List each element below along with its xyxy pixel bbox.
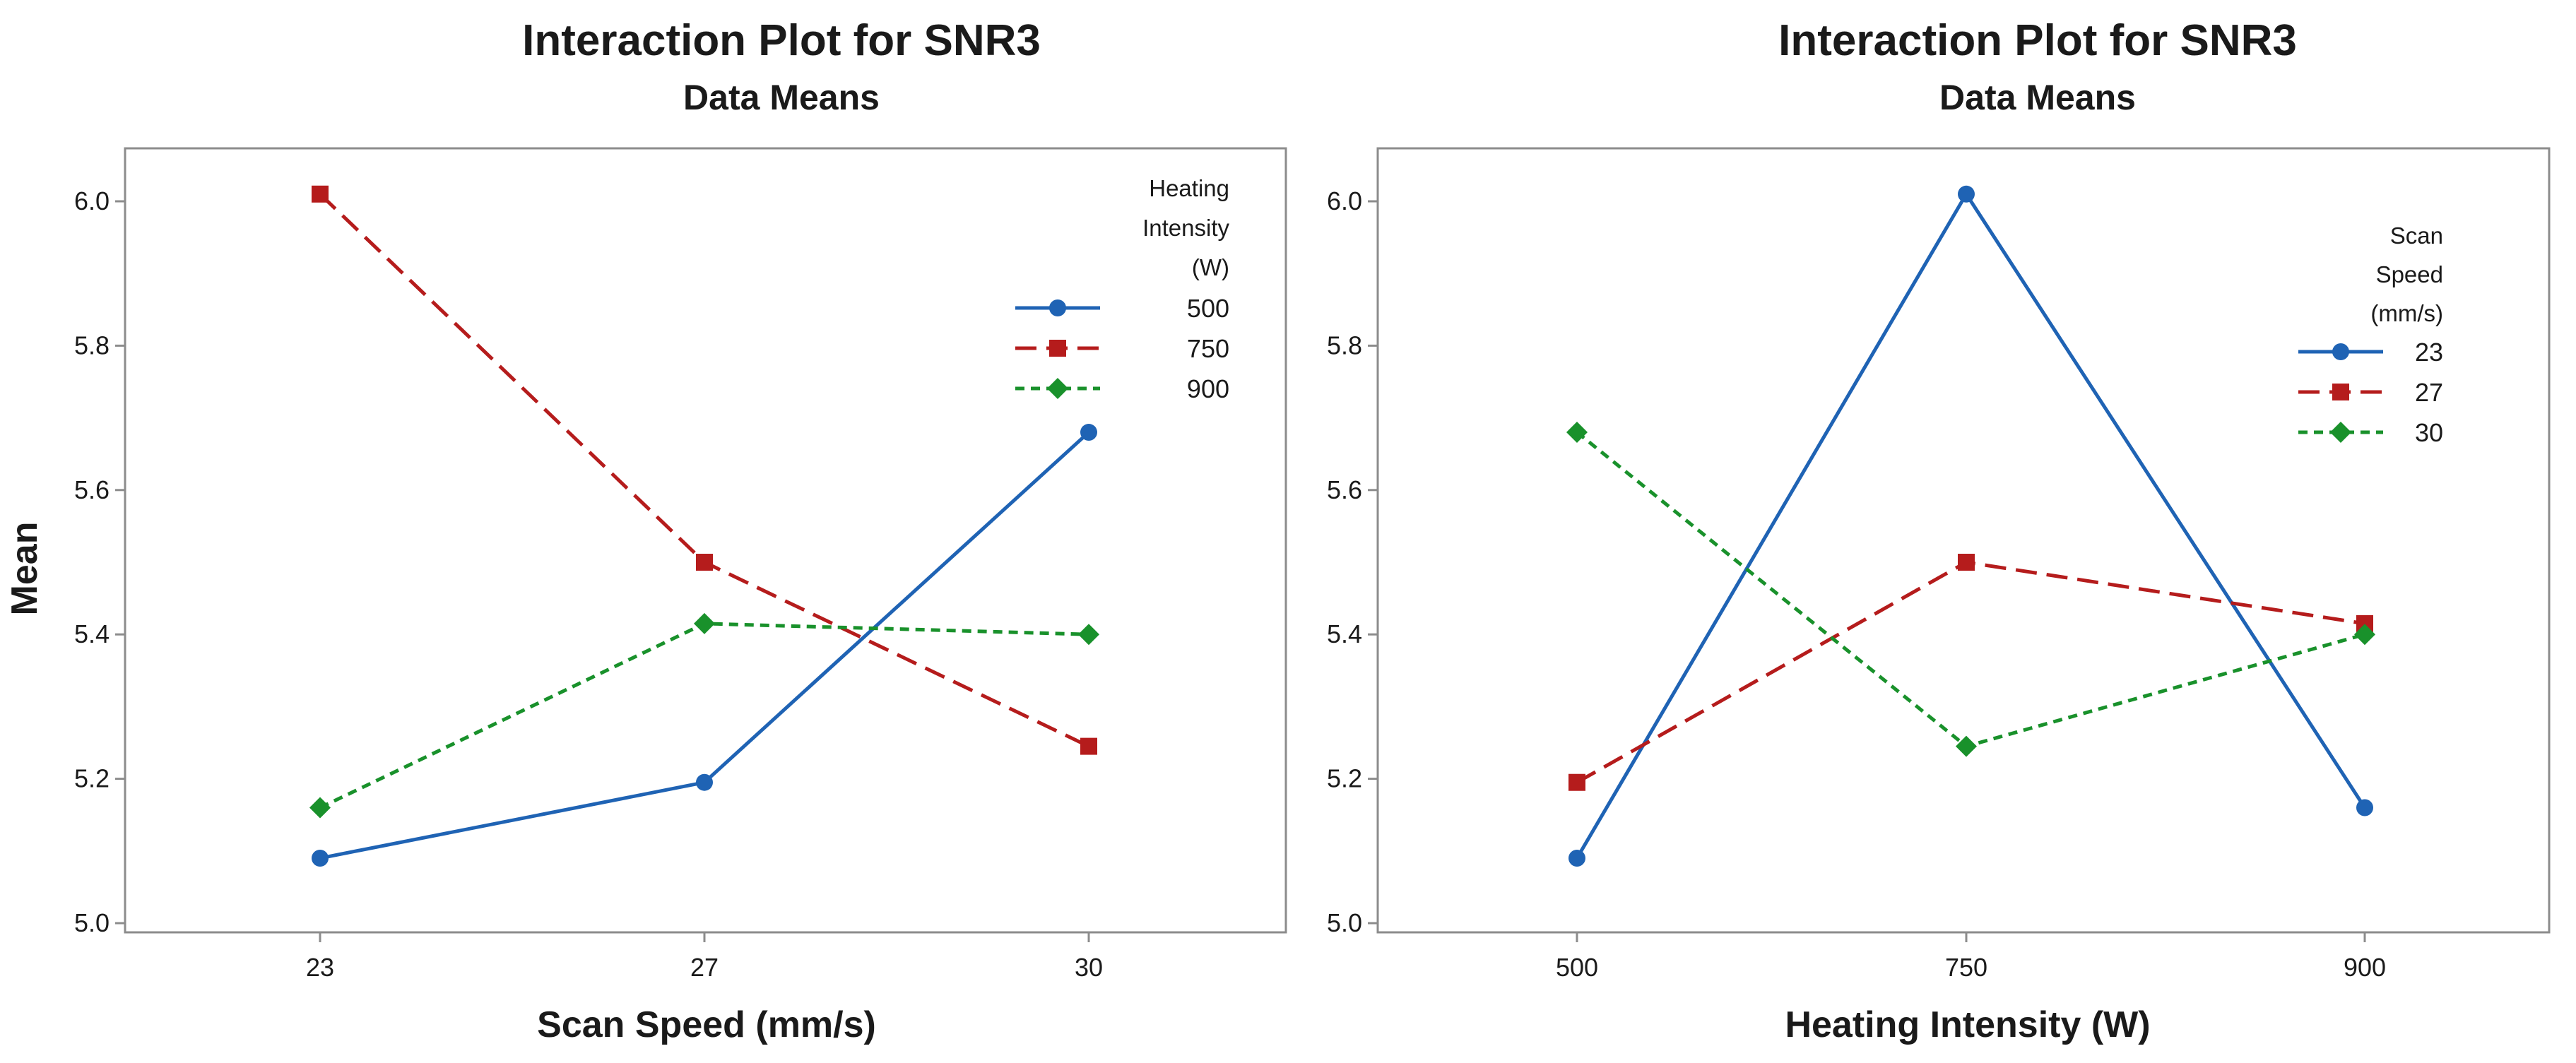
right-series-line-23 [1575, 192, 2367, 860]
chart-right-x-ticks: 500 750 900 [1556, 932, 2386, 982]
left-y-tick-label: 5.0 [74, 908, 110, 937]
right-y-tick-label: 5.2 [1327, 764, 1362, 793]
right-point-27-500 [1568, 773, 1585, 791]
left-series-line-750 [319, 192, 1090, 748]
chart-right-subtitle: Data Means [1939, 78, 2136, 117]
left-y-tick-label: 6.0 [74, 186, 110, 215]
left-legend-marker-750 [1049, 340, 1066, 357]
left-y-tick-label: 5.6 [74, 475, 110, 504]
chart-right-legend: Scan Speed (mm/s) 23 27 30 [2298, 222, 2443, 447]
chart-left-subtitle: Data Means [683, 78, 880, 117]
chart-left-x-axis-label: Scan Speed (mm/s) [537, 1004, 876, 1045]
legend-left-title-line-3: (W) [1192, 254, 1229, 280]
right-x-tick-label: 900 [2344, 953, 2386, 982]
left-y-tick-label: 5.2 [74, 764, 110, 793]
legend-right-title-line-2: Speed [2376, 261, 2443, 287]
left-y-tick-label: 5.8 [74, 331, 110, 360]
left-point-500-27 [696, 773, 713, 791]
chart-left-legend: Heating Intensity (W) 500 750 900 [1015, 175, 1229, 403]
right-y-tick-label: 5.8 [1327, 331, 1362, 360]
chart-right-y-ticks: 5.0 5.2 5.4 5.6 5.8 6.0 [1327, 186, 1378, 937]
right-legend-label-23: 23 [2415, 338, 2443, 367]
left-y-tick-label: 5.4 [74, 619, 110, 648]
right-legend-marker-30 [2330, 422, 2351, 443]
chart-right-title: Interaction Plot for SNR3 [1778, 16, 2297, 65]
right-y-tick-label: 5.0 [1327, 908, 1362, 937]
left-legend-marker-500 [1049, 299, 1066, 316]
left-point-900-30 [1078, 624, 1099, 646]
right-point-30-750 [1956, 735, 1977, 757]
left-x-tick-label: 30 [1075, 953, 1103, 982]
legend-left-title-line-2: Intensity [1142, 215, 1229, 241]
chart-left-series [309, 185, 1099, 867]
chart-left-y-ticks: 5.0 5.2 5.4 5.6 5.8 6.0 [74, 186, 125, 937]
legend-left-title-line-1: Heating [1149, 175, 1229, 201]
right-y-tick-label: 6.0 [1327, 186, 1362, 215]
right-legend-label-30: 30 [2415, 418, 2443, 447]
right-x-tick-label: 500 [1556, 953, 1598, 982]
left-series-line-500 [319, 431, 1090, 860]
left-point-750-30 [1080, 737, 1097, 755]
chart-left: Interaction Plot for SNR3 Data Means Mea… [4, 16, 1287, 1045]
left-legend-marker-900 [1047, 378, 1068, 399]
right-legend-marker-23 [2332, 343, 2349, 360]
chart-left-y-axis-label: Mean [4, 522, 45, 616]
left-point-900-27 [694, 612, 715, 634]
right-point-30-900 [2354, 624, 2375, 646]
right-x-tick-label: 750 [1945, 953, 1987, 982]
right-y-tick-label: 5.4 [1327, 619, 1362, 648]
left-x-tick-label: 23 [306, 953, 334, 982]
right-series-line-30 [1576, 431, 2365, 749]
right-point-23-750 [1958, 185, 1975, 203]
right-point-27-750 [1958, 554, 1975, 571]
left-point-750-27 [696, 554, 713, 571]
legend-right-title-line-3: (mm/s) [2370, 300, 2443, 326]
left-point-900-23 [309, 797, 331, 819]
right-legend-label-27: 27 [2415, 378, 2443, 407]
left-point-500-23 [312, 850, 329, 867]
chart-right-x-axis-label: Heating Intensity (W) [1785, 1004, 2150, 1045]
legend-right-title-line-1: Scan [2390, 222, 2443, 249]
right-point-30-500 [1566, 422, 1588, 444]
left-legend-label-900: 900 [1187, 374, 1229, 403]
right-y-tick-label: 5.6 [1327, 475, 1362, 504]
chart-left-title: Interaction Plot for SNR3 [522, 16, 1041, 65]
chart-right-series [1566, 185, 2375, 867]
right-legend-marker-27 [2332, 384, 2349, 400]
right-point-23-900 [2356, 799, 2373, 816]
left-legend-label-500: 500 [1187, 294, 1229, 323]
left-point-500-30 [1080, 424, 1097, 441]
chart-right-plot-frame [1376, 147, 2551, 934]
right-point-23-500 [1568, 850, 1585, 867]
left-legend-label-750: 750 [1187, 334, 1229, 363]
left-x-tick-label: 27 [690, 953, 719, 982]
chart-left-x-ticks: 23 27 30 [306, 932, 1103, 982]
left-point-750-23 [312, 185, 329, 203]
chart-left-plot-frame [124, 147, 1287, 934]
chart-right: Interaction Plot for SNR3 Data Means Hea… [1327, 16, 2551, 1045]
